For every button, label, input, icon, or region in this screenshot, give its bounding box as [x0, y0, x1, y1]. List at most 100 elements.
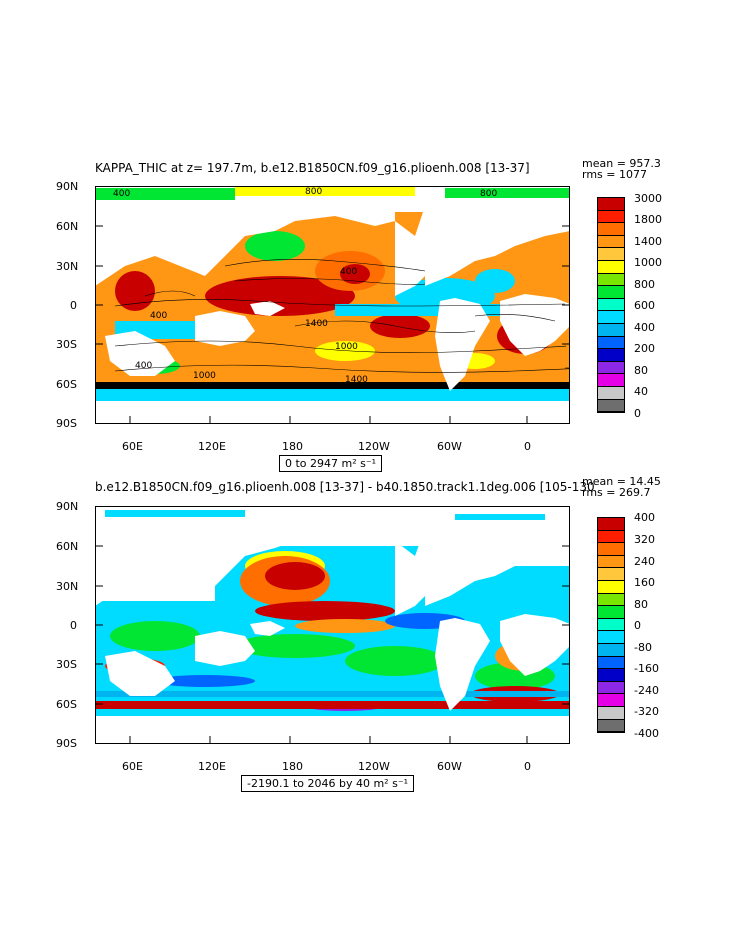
- lon-label-120w: 120W: [358, 440, 390, 453]
- lat-label-30n: 30N: [56, 260, 79, 273]
- contour-label: 1000: [193, 371, 216, 381]
- colorbar-swatch: [598, 593, 624, 607]
- contour-label: 1400: [305, 319, 328, 329]
- colorbar-swatch: [598, 618, 624, 632]
- colorbar-swatch: [598, 543, 624, 556]
- bottom-cb-label: 240: [634, 555, 655, 568]
- lat-label-90s: 90S: [56, 417, 77, 430]
- top-cb-label: 1000: [634, 256, 662, 269]
- bottom-panel-title: b.e12.B1850CN.f09_g16.plioenh.008 [13-37…: [95, 480, 595, 494]
- lat-label-0: 0: [70, 619, 77, 632]
- contour-label: 400: [135, 361, 152, 371]
- top-range-label: 0 to 2947 m² s⁻¹: [279, 455, 383, 472]
- colorbar-swatch: [598, 643, 624, 657]
- lat-label-90s: 90S: [56, 737, 77, 750]
- colorbar-swatch: [598, 286, 624, 299]
- lat-label-0: 0: [70, 299, 77, 312]
- top-panel-title: KAPPA_THIC at z= 197.7m, b.e12.B1850CN.f…: [95, 161, 530, 175]
- lat-label-60s: 60S: [56, 698, 77, 711]
- top-cb-label: 40: [634, 385, 648, 398]
- colorbar-swatch: [598, 568, 624, 581]
- top-map: 400 800 800 400 1400 400 1000 1400 1000 …: [95, 186, 570, 424]
- top-cb-label: 3000: [634, 192, 662, 205]
- contour-label: 400: [113, 189, 130, 199]
- lon-label-60e: 60E: [122, 760, 143, 773]
- contour-label: 800: [305, 187, 322, 197]
- lat-label-60s: 60S: [56, 378, 77, 391]
- contour-label: 400: [340, 267, 357, 277]
- contour-label: 1000: [335, 342, 358, 352]
- lon-label-60w: 60W: [437, 440, 462, 453]
- lat-label-30n: 30N: [56, 580, 79, 593]
- colorbar-swatch: [598, 656, 624, 670]
- colorbar-swatch: [598, 260, 624, 274]
- bottom-cb-label: 160: [634, 576, 655, 589]
- contour-label: 800: [480, 189, 497, 199]
- lat-label-60n: 60N: [56, 220, 79, 233]
- bottom-colorbar: [597, 517, 625, 733]
- colorbar-swatch: [598, 606, 624, 619]
- colorbar-swatch: [598, 336, 624, 350]
- top-cb-label: 1800: [634, 213, 662, 226]
- colorbar-swatch: [598, 681, 624, 695]
- colorbar-swatch: [598, 349, 624, 362]
- colorbar-swatch: [598, 198, 624, 211]
- colorbar-swatch: [598, 311, 624, 324]
- contour-label: 1400: [345, 375, 368, 385]
- colorbar-swatch: [598, 694, 624, 707]
- lat-label-90n: 90N: [56, 180, 79, 193]
- top-colorbar: [597, 197, 625, 413]
- lon-label-0: 0: [524, 440, 531, 453]
- colorbar-swatch: [598, 555, 624, 569]
- colorbar-swatch: [598, 530, 624, 544]
- colorbar-swatch: [598, 399, 624, 413]
- colorbar-swatch: [598, 580, 624, 594]
- bottom-cb-label: 80: [634, 598, 648, 611]
- colorbar-swatch: [598, 719, 624, 733]
- bottom-cb-label: -80: [634, 641, 652, 654]
- bottom-cb-label: 400: [634, 511, 655, 524]
- bottom-cb-label: 320: [634, 533, 655, 546]
- colorbar-swatch: [598, 386, 624, 400]
- lon-label-120e: 120E: [198, 440, 226, 453]
- lon-label-180: 180: [282, 760, 303, 773]
- bottom-panel-rms: rms = 269.7: [582, 486, 651, 499]
- colorbar-swatch: [598, 298, 624, 312]
- lat-label-30s: 30S: [56, 338, 77, 351]
- lon-label-120e: 120E: [198, 760, 226, 773]
- colorbar-swatch: [598, 210, 624, 224]
- lat-label-30s: 30S: [56, 658, 77, 671]
- top-cb-label: 400: [634, 321, 655, 334]
- bottom-cb-label: -160: [634, 662, 659, 675]
- bottom-cb-label: -240: [634, 684, 659, 697]
- top-panel-rms: rms = 1077: [582, 168, 647, 181]
- contour-label: 400: [150, 311, 167, 321]
- colorbar-swatch: [598, 323, 624, 337]
- top-cb-label: 800: [634, 278, 655, 291]
- bottom-cb-label: 0: [634, 619, 641, 632]
- top-cb-label: 200: [634, 342, 655, 355]
- lon-label-60e: 60E: [122, 440, 143, 453]
- lat-label-60n: 60N: [56, 540, 79, 553]
- lon-label-180: 180: [282, 440, 303, 453]
- colorbar-swatch: [598, 669, 624, 682]
- top-cb-label: 600: [634, 299, 655, 312]
- lon-label-60w: 60W: [437, 760, 462, 773]
- top-cb-label: 80: [634, 364, 648, 377]
- colorbar-swatch: [598, 248, 624, 261]
- bottom-range-label: -2190.1 to 2046 by 40 m² s⁻¹: [241, 775, 415, 792]
- lon-label-120w: 120W: [358, 760, 390, 773]
- bottom-cb-label: -320: [634, 705, 659, 718]
- colorbar-swatch: [598, 361, 624, 375]
- bottom-cb-label: -400: [634, 727, 659, 740]
- top-panel-mean: mean = 957.3: [582, 157, 661, 170]
- lon-label-0: 0: [524, 760, 531, 773]
- colorbar-swatch: [598, 518, 624, 531]
- lat-label-90n: 90N: [56, 500, 79, 513]
- colorbar-swatch: [598, 223, 624, 236]
- colorbar-swatch: [598, 374, 624, 387]
- bottom-map: [95, 506, 570, 744]
- colorbar-swatch: [598, 631, 624, 644]
- colorbar-swatch: [598, 706, 624, 720]
- bottom-panel-mean: mean = 14.45: [582, 475, 661, 488]
